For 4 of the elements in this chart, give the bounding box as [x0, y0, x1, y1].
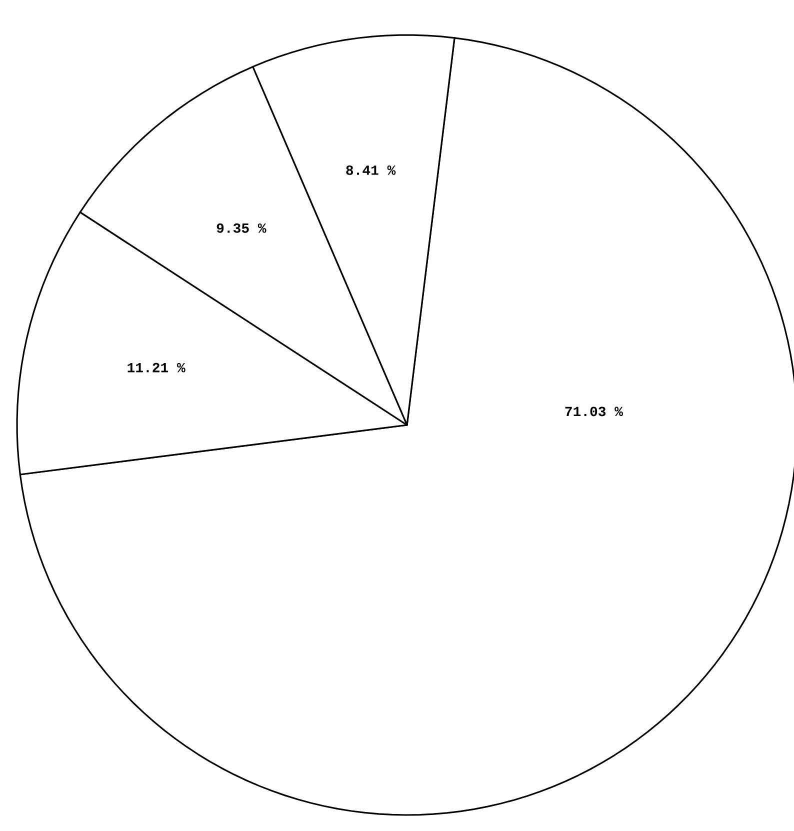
data-label: 11.21 %: [128, 362, 186, 372]
data-label: 71.03 %: [565, 406, 623, 416]
data-label: 8.41 %: [346, 165, 396, 175]
data-label: 9.35 %: [216, 223, 266, 233]
